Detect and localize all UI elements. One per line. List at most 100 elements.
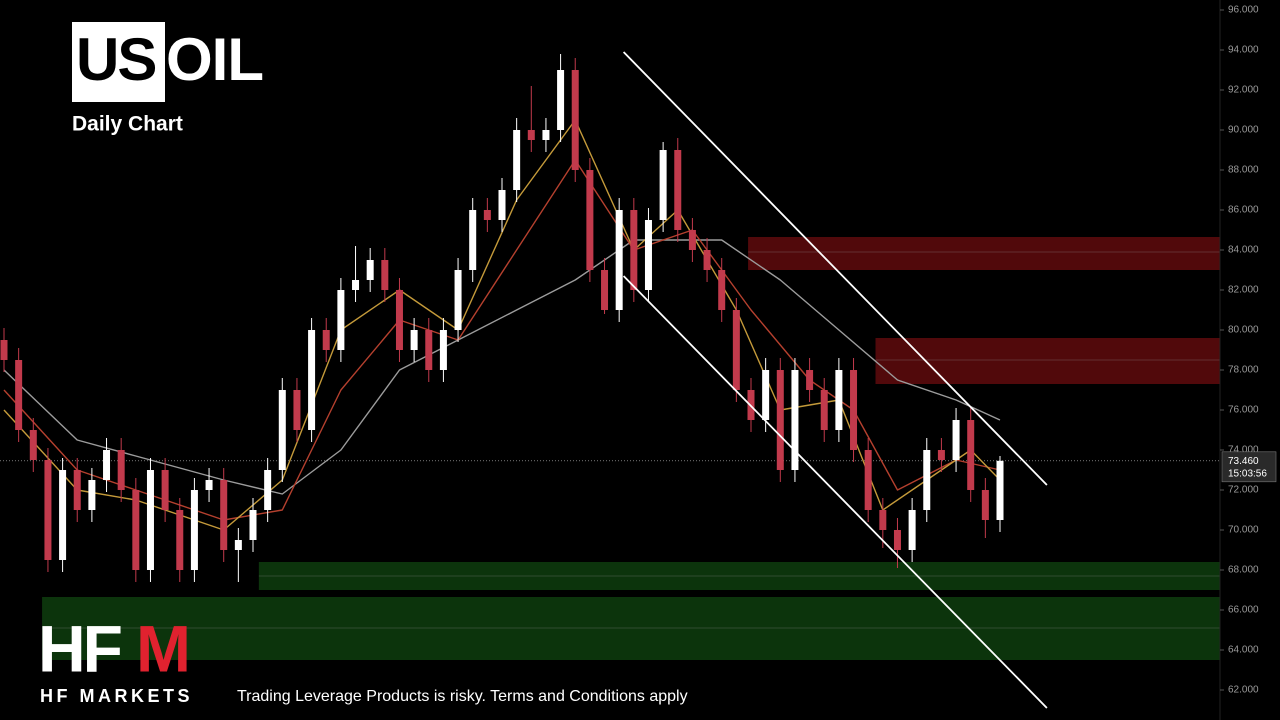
candle-body [366, 260, 374, 280]
candle-body [571, 70, 579, 170]
candle-body [322, 330, 330, 350]
y-tick-label: 74.000 [1228, 445, 1259, 456]
candle-body [132, 490, 140, 570]
candle-body [337, 290, 345, 350]
candle-body [557, 70, 565, 130]
last-price-label: 73.460 [1228, 456, 1259, 467]
title-part2: OIL [166, 26, 263, 93]
y-tick-label: 94.000 [1228, 45, 1259, 56]
title-box [72, 22, 165, 102]
y-tick-label: 78.000 [1228, 365, 1259, 376]
zone [875, 338, 1220, 384]
candle-body [893, 530, 901, 550]
y-tick-label: 92.000 [1228, 85, 1259, 96]
logo-part1: HF [38, 611, 121, 685]
y-tick-label: 76.000 [1228, 405, 1259, 416]
candle-body [88, 480, 96, 510]
y-tick-label: 88.000 [1228, 165, 1259, 176]
candle-body [820, 390, 828, 430]
y-tick-label: 96.000 [1228, 5, 1259, 16]
candle-body [264, 470, 272, 510]
y-tick-label: 72.000 [1228, 485, 1259, 496]
candle-body [996, 460, 1004, 520]
candle-body [776, 370, 784, 470]
candle-body [381, 260, 389, 290]
candle-body [146, 470, 154, 570]
candle-body [908, 510, 916, 550]
candle-body [205, 480, 213, 490]
candle-body [59, 470, 67, 560]
title-part1: US [76, 26, 155, 93]
candle-body [498, 190, 506, 220]
candle-body [981, 490, 989, 520]
candle-body [732, 310, 740, 390]
candle-body [176, 510, 184, 570]
y-tick-label: 84.000 [1228, 245, 1259, 256]
candle-body [469, 210, 477, 270]
candle-body [44, 460, 52, 560]
candle-body [615, 210, 623, 310]
candle-body [806, 370, 814, 390]
trend-line [622, 51, 1048, 486]
candle-body [73, 470, 81, 510]
candle-body [791, 370, 799, 470]
y-tick-label: 82.000 [1228, 285, 1259, 296]
y-tick-label: 68.000 [1228, 565, 1259, 576]
candle-body [527, 130, 535, 140]
candle-body [103, 450, 111, 480]
moving-average [3, 159, 1001, 521]
candle-body [644, 220, 652, 290]
candle-body [352, 280, 360, 290]
zone [42, 597, 1220, 660]
candle-body [483, 210, 491, 220]
plot-area [0, 51, 1220, 709]
candle-body [879, 510, 887, 530]
candle-body [542, 130, 550, 140]
price-axis [1220, 0, 1280, 720]
candle-body [967, 420, 975, 490]
candle-body [688, 230, 696, 250]
candle-body [952, 420, 960, 460]
candle-body [117, 450, 125, 490]
y-tick-label: 86.000 [1228, 205, 1259, 216]
zone [748, 237, 1220, 270]
candle-body [659, 150, 667, 220]
candle-body [161, 470, 169, 510]
candle-body [601, 270, 609, 310]
candle-body [29, 430, 37, 460]
candle-body [395, 290, 403, 350]
candle-body [703, 250, 711, 270]
candle-body [0, 340, 8, 360]
logo-part2: M [136, 611, 191, 685]
candle-body [425, 330, 433, 370]
candle-body [630, 210, 638, 290]
y-tick-label: 64.000 [1228, 645, 1259, 656]
y-tick-label: 66.000 [1228, 605, 1259, 616]
candle-body [835, 370, 843, 430]
candle-body [234, 540, 242, 550]
disclaimer: Trading Leverage Products is risky. Term… [237, 688, 688, 705]
trend-line [622, 275, 1048, 709]
countdown: 15:03:56 [1228, 468, 1267, 479]
candle-body [190, 490, 198, 570]
candle-body [762, 370, 770, 420]
candle-body [410, 330, 418, 350]
brand: HF MARKETS [40, 686, 193, 706]
candle-body [439, 330, 447, 370]
candle-body [249, 510, 257, 540]
candle-body [454, 270, 462, 330]
candle-body [278, 390, 286, 470]
candle-body [15, 360, 23, 430]
candle-body [220, 480, 228, 550]
candle-body [674, 150, 682, 230]
y-tick-label: 70.000 [1228, 525, 1259, 536]
subtitle: Daily Chart [72, 113, 183, 136]
y-tick-label: 90.000 [1228, 125, 1259, 136]
candle-body [308, 330, 316, 430]
moving-average [3, 239, 1001, 495]
candle-body [718, 270, 726, 310]
y-tick-label: 62.000 [1228, 685, 1259, 696]
candle-body [513, 130, 521, 190]
